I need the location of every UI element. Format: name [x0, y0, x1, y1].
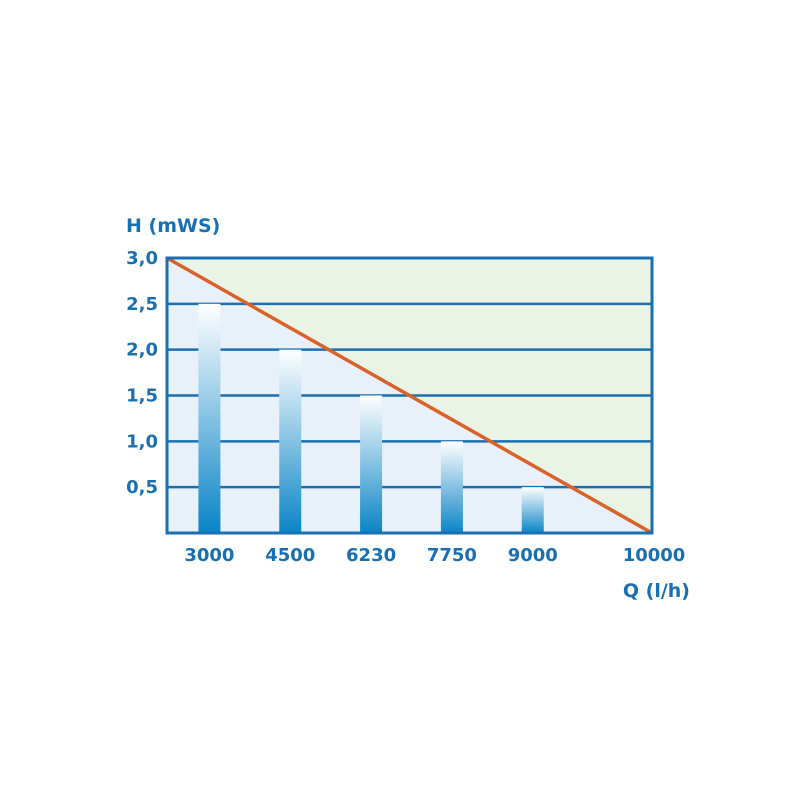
y-tick-label: 3,0 [126, 248, 158, 269]
bar-3000 [198, 303, 221, 533]
x-tick-label: 10000 [623, 545, 686, 566]
y-tick-label: 1,0 [126, 431, 158, 452]
plot-border [165, 256, 654, 535]
x-tick-label: 9000 [508, 545, 558, 566]
performance-line [166, 256, 653, 535]
x-tick-label: 4500 [265, 545, 315, 566]
bars [198, 303, 544, 533]
tick-labels: 0,5 1,0 1,5 2,0 2,5 3,0 3000 4500 6230 7750 9000 10… [126, 248, 685, 566]
x-tick-label: 6230 [346, 545, 396, 566]
x-tick-label: 3000 [184, 545, 234, 566]
y-tick-label: 2,0 [126, 340, 158, 361]
y-tick-label: 2,5 [126, 294, 158, 315]
bar-4500 [279, 349, 302, 533]
x-axis-label: Q (l/h) [623, 580, 690, 602]
curve [166, 256, 653, 535]
x-tick-label: 7750 [427, 545, 477, 566]
plot-frame [165, 256, 654, 535]
bar-7750 [440, 441, 463, 533]
y-tick-label: 1,5 [126, 386, 158, 407]
y-axis-label: H (mWS) [126, 215, 220, 237]
bar-9000 [521, 487, 544, 533]
bar-6230 [360, 395, 383, 533]
y-tick-label: 0,5 [126, 477, 158, 498]
